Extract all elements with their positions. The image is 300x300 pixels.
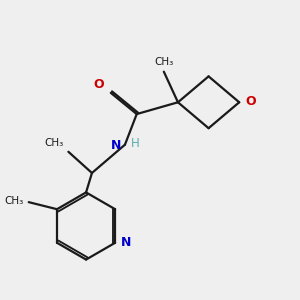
Text: N: N [121,236,131,249]
Text: CH₃: CH₃ [154,57,173,67]
Text: H: H [131,137,140,150]
Text: CH₃: CH₃ [44,138,64,148]
Text: N: N [111,140,122,152]
Text: O: O [245,94,256,108]
Text: O: O [93,77,104,91]
Text: CH₃: CH₃ [5,196,24,206]
